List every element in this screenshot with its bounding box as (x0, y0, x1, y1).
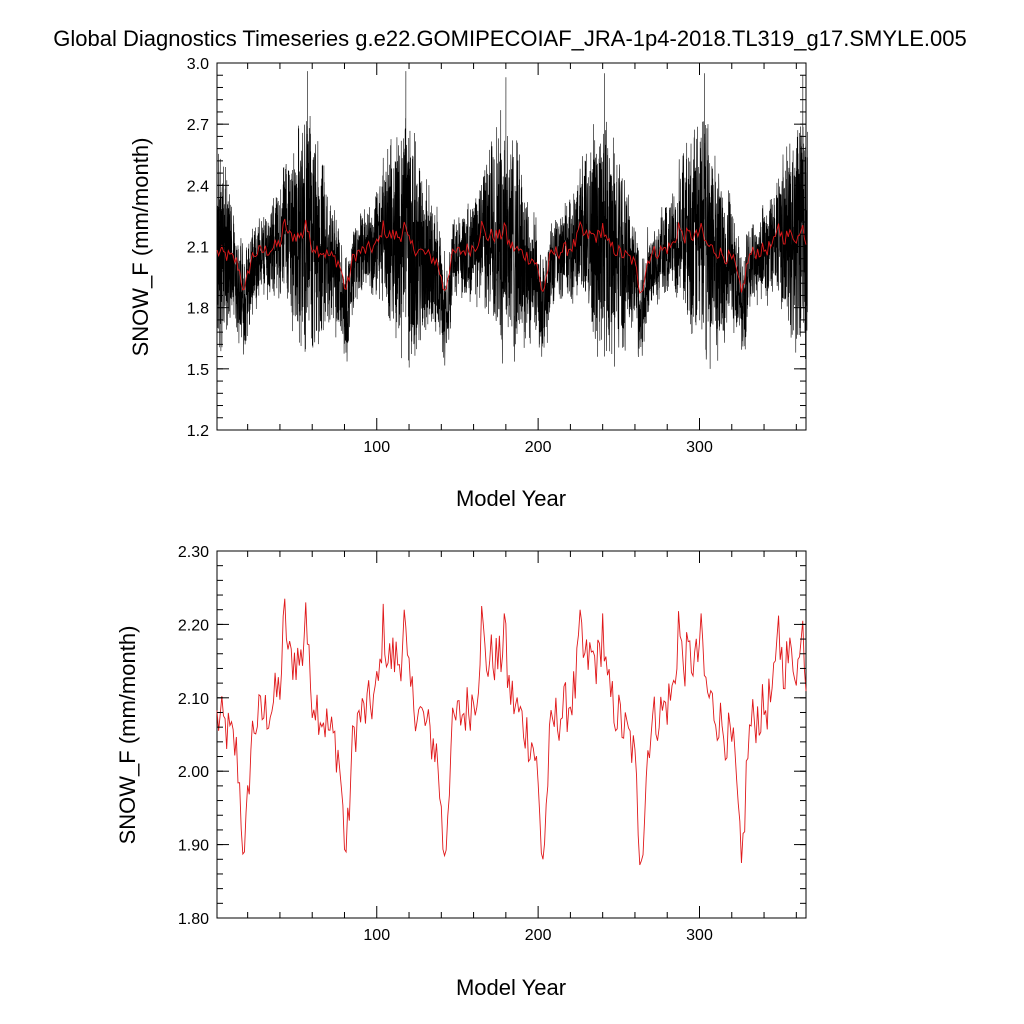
series-monthly-line (216, 71, 808, 369)
y-tick-label: 2.1 (187, 240, 209, 257)
top-panel: 1.2 1.5 1.8 2.1 2.4 2.7 3.0 100 200 300 Model Yea… (128, 56, 808, 511)
y-tick-label: 1.2 (187, 423, 209, 440)
bottom-y-axis-label: SNOW_F (mm/month) (115, 626, 140, 845)
series-annual-mean-line (216, 598, 807, 866)
x-tick-label: 200 (525, 439, 552, 456)
y-tick-label: 1.5 (187, 362, 209, 379)
y-tick-label: 1.90 (178, 838, 209, 855)
y-tick-label: 2.4 (187, 178, 209, 195)
y-tick-label: 1.8 (187, 301, 209, 318)
y-tick-label: 2.00 (178, 764, 209, 781)
series-annual-mean-line-top (216, 218, 807, 294)
bottom-plot-frame (216, 550, 807, 919)
x-tick-label: 300 (686, 439, 713, 456)
top-x-axis-label: Model Year (456, 486, 566, 511)
top-y-axis-label: SNOW_F (mm/month) (128, 138, 153, 357)
x-tick-label: 200 (525, 927, 552, 944)
y-tick-label: 2.10 (178, 691, 209, 708)
y-tick-label: 1.80 (178, 911, 209, 928)
x-tick-label: 300 (686, 927, 713, 944)
x-tick-label: 100 (363, 927, 390, 944)
y-tick-label: 2.30 (178, 544, 209, 561)
bottom-panel: 1.80 1.90 2.00 2.10 2.20 2.30 100 200 300 Model … (115, 544, 807, 1000)
top-series-group (216, 71, 808, 369)
y-tick-label: 2.7 (187, 117, 209, 134)
y-tick-label: 3.0 (187, 56, 209, 73)
x-tick-label: 100 (363, 439, 390, 456)
bottom-series-group (216, 598, 807, 866)
top-axes: 1.2 1.5 1.8 2.1 2.4 2.7 3.0 100 200 300 (187, 56, 806, 456)
bottom-x-axis-label: Model Year (456, 975, 566, 1000)
chart-title: Global Diagnostics Timeseries g.e22.GOMI… (53, 26, 966, 51)
bottom-axes: 1.80 1.90 2.00 2.10 2.20 2.30 100 200 300 (178, 544, 806, 944)
y-tick-label: 2.20 (178, 617, 209, 634)
